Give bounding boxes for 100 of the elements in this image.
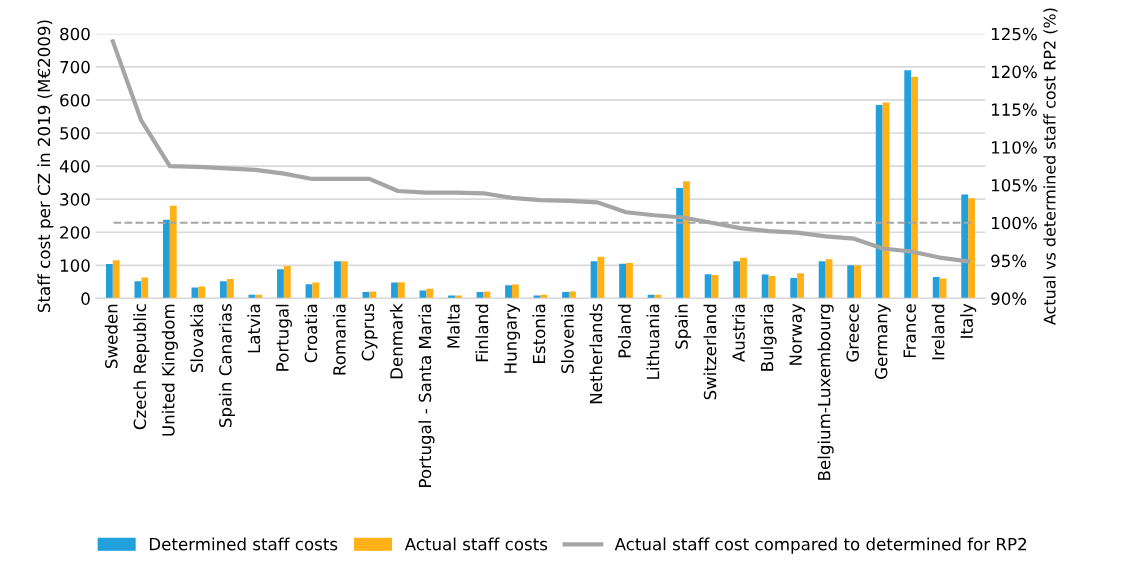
x-tick-label: Bulgaria (760, 304, 777, 371)
bar (790, 277, 798, 299)
bar (312, 282, 320, 299)
bar (818, 261, 826, 299)
bar (141, 277, 149, 299)
x-tick-label: Ireland (931, 304, 945, 360)
x-tick-label: Romania (332, 304, 346, 375)
x-tick-label: Latvia (247, 304, 261, 353)
x-tick-label: France (903, 304, 916, 358)
x-tick-label: Finland (475, 304, 489, 362)
bar (590, 261, 598, 299)
x-tick-label: Slovenia (560, 304, 574, 374)
bar (568, 291, 576, 299)
y-tick-label: 300 (60, 193, 90, 206)
x-tick-label: Spain Canarias (218, 304, 235, 428)
bar (619, 263, 627, 299)
x-tick-label: Poland (617, 304, 631, 358)
bar (511, 284, 519, 299)
bar (334, 261, 341, 299)
bar (961, 194, 969, 299)
bar (391, 282, 398, 299)
bar (397, 282, 405, 299)
x-tick-label: Malta (446, 304, 460, 348)
x-tick-label: Czech Republic (133, 304, 150, 430)
bar (426, 288, 434, 299)
y-tick-label: 200 (60, 226, 90, 239)
x-tick-label: Belgium-Luxembourg (817, 304, 834, 480)
bar (911, 76, 918, 299)
x-tick-label: Slovakia (190, 304, 204, 373)
x-tick-label: Netherlands (589, 304, 603, 404)
x-tick-label: United Kingdom (161, 304, 178, 436)
bar (505, 285, 512, 299)
bar (483, 291, 491, 299)
y-tick-label: 100 (60, 259, 90, 272)
bar (448, 295, 455, 299)
x-tick-label: Lithuania (646, 304, 660, 379)
legend-label: Determined staff costs (149, 537, 338, 551)
x-tick-label: Cyprus (361, 304, 378, 361)
bar (704, 274, 712, 299)
bar (847, 265, 855, 299)
bar (562, 292, 569, 299)
bar (340, 261, 348, 299)
bar (163, 219, 170, 299)
bar (198, 286, 206, 299)
bar (854, 265, 861, 299)
bar (226, 278, 234, 299)
bar (369, 291, 377, 299)
bar (220, 281, 227, 299)
y2-tick-label: 120% (991, 65, 1037, 79)
x-tick-label: Switzerland (703, 304, 717, 400)
bar (740, 257, 747, 299)
x-tick-label: Hungary (504, 303, 521, 373)
y-tick-label: 700 (60, 60, 90, 74)
bar (134, 281, 142, 299)
bar (105, 263, 113, 299)
x-tick-label: Greece (846, 304, 859, 362)
y2-tick-label: 90% (991, 292, 1027, 305)
x-tick-label: Germany (874, 303, 891, 379)
y2-tick-label: 115% (991, 103, 1037, 116)
bar (533, 295, 541, 299)
y-axis-title: Staff cost per CZ in 2019 (M€2009) (37, 20, 54, 313)
y-tick-label: 400 (59, 160, 90, 173)
y2-tick-label: 125% (991, 27, 1037, 41)
bar (904, 70, 912, 299)
bar (454, 295, 462, 299)
bar (875, 104, 883, 299)
x-tick-label: Italy (960, 303, 977, 338)
bar (797, 273, 804, 299)
bar (676, 187, 684, 299)
line-series (110, 39, 971, 264)
bar (277, 269, 284, 299)
y-tick-label: 500 (60, 126, 90, 140)
y2-axis-title: Actual vs determined staff cost RP2 (%) (1043, 8, 1058, 325)
bar (932, 276, 940, 299)
y2-tick-label: 110% (991, 141, 1037, 154)
y2-tick-label: 95% (991, 254, 1027, 268)
y-tick-label: 0 (81, 292, 90, 305)
y-tick-label: 800 (60, 27, 90, 41)
x-tick-label: Portugal (275, 304, 292, 371)
x-tick-label: Estonia (532, 304, 546, 363)
x-tick-label: Portugal - Santa Maria (418, 304, 435, 487)
y-tick-label: 600 (60, 93, 90, 107)
x-tick-label: Denmark (389, 303, 403, 379)
bar (761, 274, 769, 299)
x-tick-label: Croatia (304, 304, 318, 363)
bar (112, 260, 120, 299)
x-tick-label: Sweden (104, 304, 118, 369)
y2-tick-label: 105% (991, 178, 1037, 192)
x-tick-label: Norway (789, 303, 806, 365)
bar (626, 263, 633, 299)
bar (733, 261, 741, 299)
bar (169, 205, 177, 299)
bar (283, 265, 291, 299)
legend-label: Actual staff costs (404, 537, 548, 551)
legend-label: Actual staff cost compared to determined for RP2 (614, 537, 1027, 554)
x-tick-label: Spain (674, 304, 692, 349)
bar (968, 198, 975, 299)
x-tick-label: Austria (731, 304, 745, 362)
y2-tick-label: 100% (991, 216, 1037, 230)
bar (683, 181, 690, 299)
